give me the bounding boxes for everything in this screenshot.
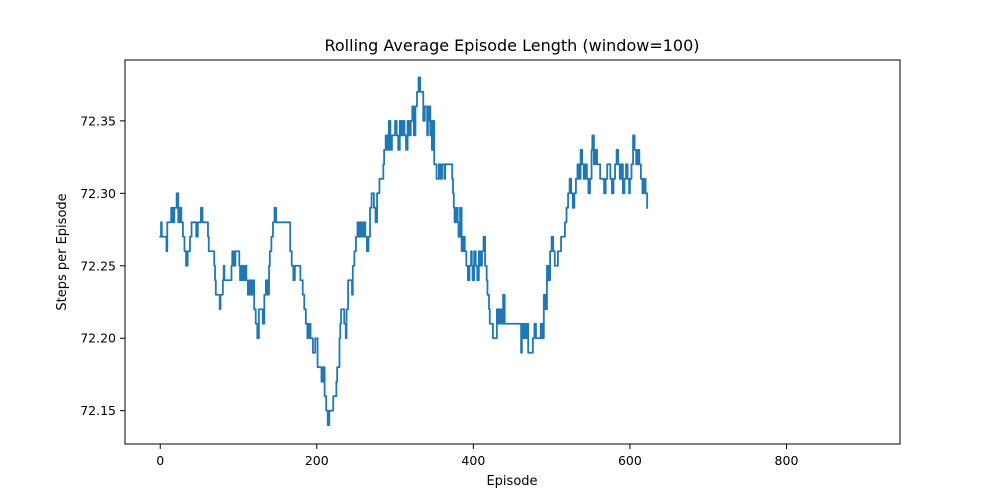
series-line: [159, 76, 649, 427]
y-axis: 72.15 72.20 72.25 72.30 72.35: [80, 113, 125, 418]
chart-title: Rolling Average Episode Length (window=1…: [324, 36, 699, 55]
x-tick-label: 800: [775, 453, 799, 468]
x-tick-label: 0: [156, 453, 164, 468]
plot-area: [159, 76, 649, 427]
y-tick-label: 72.20: [80, 331, 116, 346]
x-tick-label: 400: [461, 453, 485, 468]
y-tick-label: 72.35: [80, 113, 116, 128]
x-tick-label: 200: [305, 453, 329, 468]
axes-frame: [124, 59, 901, 445]
x-axis: 0 200 400 600 800: [156, 444, 798, 468]
x-axis-label: Episode: [486, 474, 537, 489]
y-tick-label: 72.25: [80, 258, 116, 273]
y-axis-label: Steps per Episode: [55, 193, 70, 310]
y-tick-label: 72.30: [80, 186, 116, 201]
x-tick-label: 600: [618, 453, 642, 468]
y-tick-label: 72.15: [80, 403, 116, 418]
